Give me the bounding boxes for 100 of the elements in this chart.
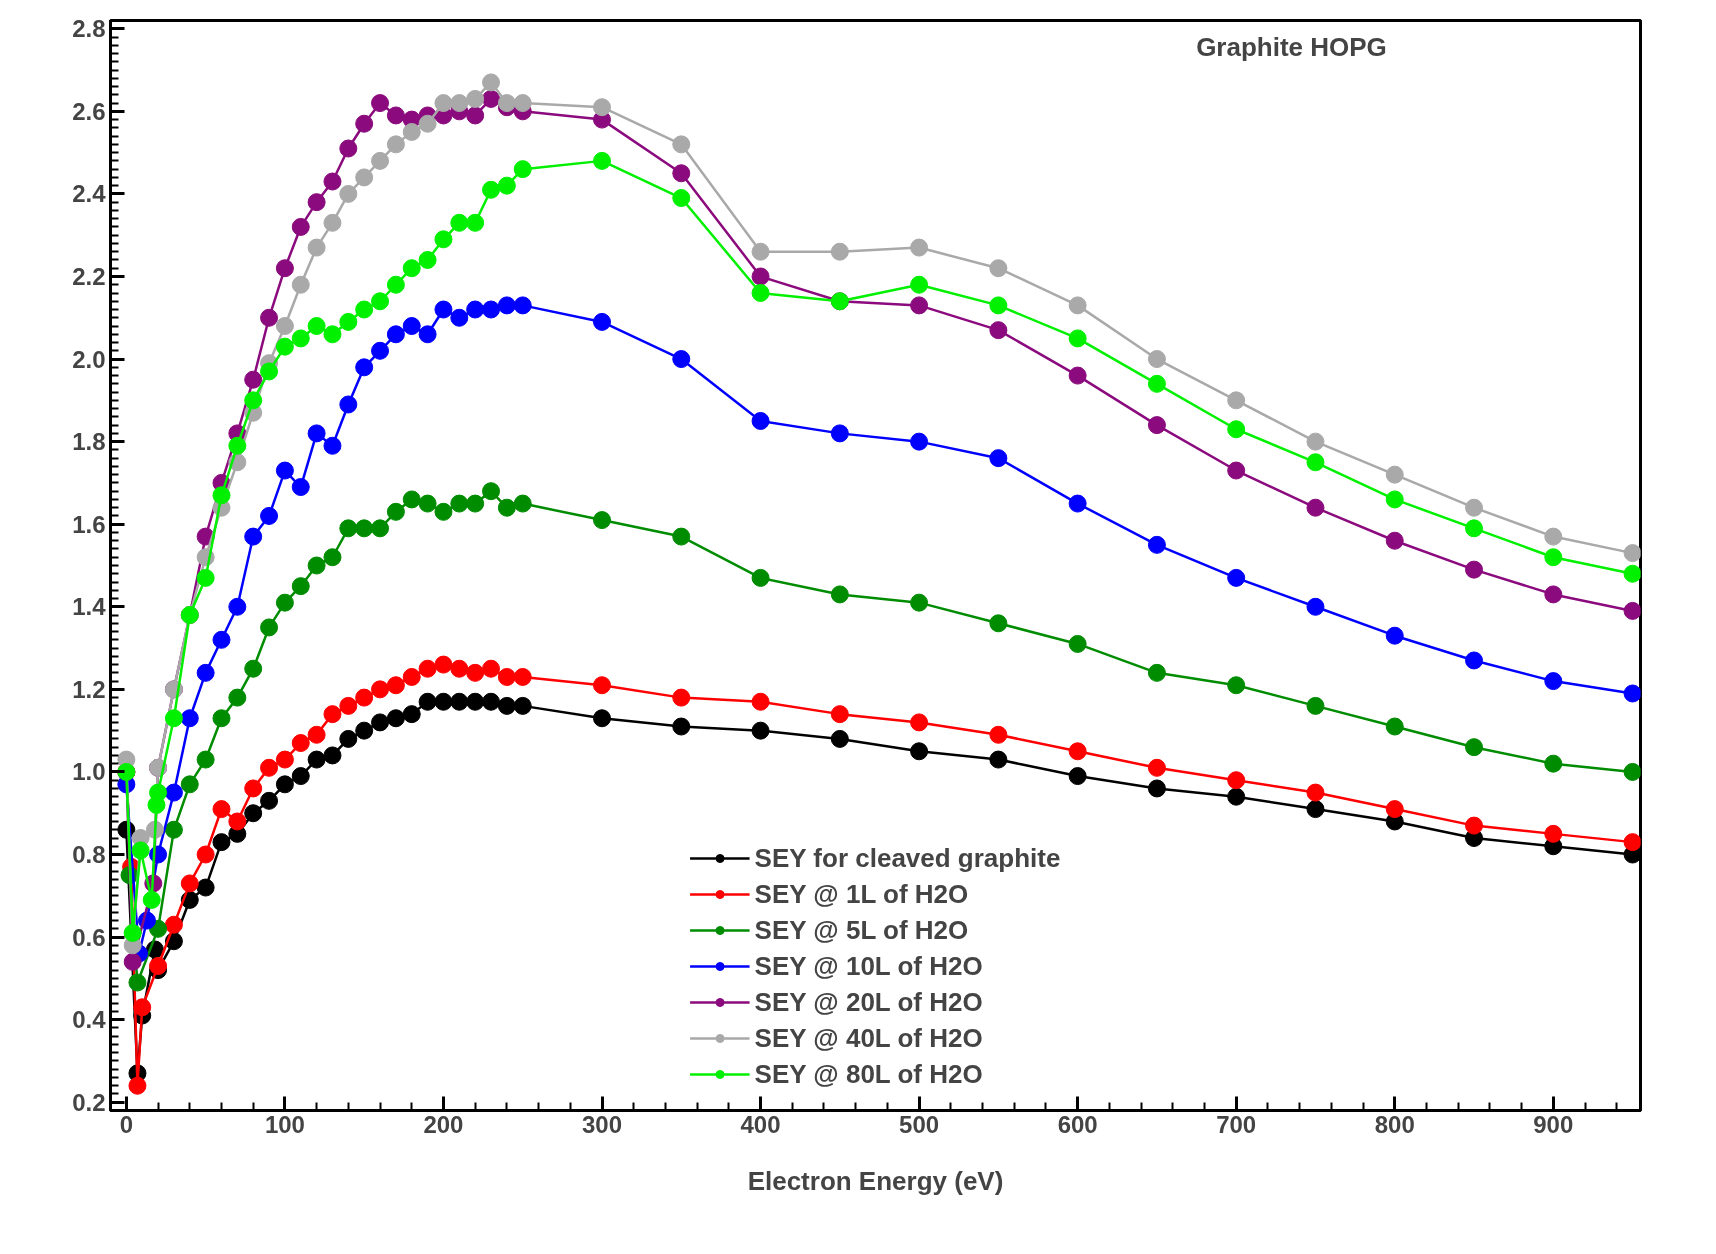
point bbox=[1068, 634, 1087, 653]
point bbox=[1306, 498, 1325, 517]
point bbox=[123, 923, 142, 942]
point bbox=[466, 89, 485, 108]
point bbox=[323, 172, 342, 191]
point bbox=[1227, 461, 1246, 480]
x-tick-label: 600 bbox=[1057, 1110, 1098, 1138]
point bbox=[1544, 527, 1563, 546]
point bbox=[1227, 676, 1246, 695]
point bbox=[244, 370, 263, 389]
point bbox=[830, 585, 849, 604]
point bbox=[672, 135, 691, 154]
point bbox=[291, 329, 310, 348]
x-tick-label: 0 bbox=[119, 1110, 134, 1138]
point bbox=[497, 696, 516, 715]
point bbox=[275, 259, 294, 278]
y-tick-label: 1.4 bbox=[72, 593, 107, 621]
point bbox=[1385, 800, 1404, 819]
point bbox=[466, 213, 485, 232]
point bbox=[434, 502, 453, 521]
point bbox=[371, 151, 390, 170]
point bbox=[180, 709, 199, 728]
point bbox=[672, 527, 691, 546]
point bbox=[228, 812, 247, 831]
point bbox=[1306, 783, 1325, 802]
point bbox=[1227, 771, 1246, 790]
point bbox=[164, 783, 183, 802]
point bbox=[402, 317, 421, 336]
point bbox=[244, 659, 263, 678]
point bbox=[1306, 453, 1325, 472]
point bbox=[1385, 717, 1404, 736]
point bbox=[1306, 432, 1325, 451]
point bbox=[418, 659, 437, 678]
point bbox=[1068, 329, 1087, 348]
point bbox=[1306, 696, 1325, 715]
point bbox=[371, 292, 390, 311]
point bbox=[513, 296, 532, 315]
point bbox=[593, 98, 611, 117]
point bbox=[1544, 672, 1563, 691]
point bbox=[307, 750, 326, 769]
point bbox=[450, 494, 469, 513]
y-tick-label: 1.0 bbox=[72, 758, 106, 786]
point bbox=[212, 630, 231, 649]
y-tick-label: 1.2 bbox=[72, 675, 106, 703]
legend-label: SEY @ 80L of H2O bbox=[754, 1058, 983, 1090]
point bbox=[593, 511, 611, 530]
point bbox=[1147, 416, 1166, 435]
point bbox=[1465, 560, 1484, 579]
point bbox=[1068, 494, 1087, 513]
x-axis-title: Electron Energy (eV) bbox=[747, 1165, 1004, 1196]
point bbox=[164, 709, 183, 728]
point bbox=[260, 618, 279, 637]
point bbox=[291, 734, 310, 753]
point bbox=[450, 308, 469, 327]
point bbox=[291, 478, 310, 497]
point bbox=[672, 350, 691, 369]
point bbox=[989, 449, 1008, 468]
point bbox=[830, 705, 849, 724]
point bbox=[339, 184, 358, 203]
point bbox=[275, 317, 294, 336]
point bbox=[434, 692, 453, 711]
point bbox=[244, 779, 263, 798]
point bbox=[371, 341, 390, 360]
legend-label: SEY @ 5L of H2O bbox=[754, 914, 969, 946]
point bbox=[386, 502, 405, 521]
point bbox=[228, 597, 247, 616]
point bbox=[1385, 465, 1404, 484]
point bbox=[180, 874, 199, 893]
y-tick-label: 1.6 bbox=[72, 510, 106, 538]
point bbox=[751, 568, 770, 587]
point bbox=[910, 432, 929, 451]
point bbox=[593, 312, 611, 331]
point bbox=[1147, 758, 1166, 777]
point bbox=[497, 296, 516, 315]
point bbox=[466, 494, 485, 513]
point bbox=[1623, 684, 1641, 703]
point bbox=[830, 424, 849, 443]
point bbox=[482, 89, 501, 108]
point bbox=[355, 721, 374, 740]
point bbox=[513, 160, 532, 179]
point bbox=[307, 424, 326, 443]
point bbox=[260, 308, 279, 327]
point bbox=[672, 688, 691, 707]
point bbox=[482, 180, 501, 199]
point bbox=[1623, 564, 1641, 583]
point bbox=[1465, 651, 1484, 670]
point bbox=[164, 915, 183, 934]
point bbox=[196, 878, 215, 897]
point bbox=[339, 696, 358, 715]
point bbox=[260, 362, 279, 381]
point bbox=[1227, 420, 1246, 439]
point bbox=[386, 275, 405, 294]
point bbox=[196, 568, 215, 587]
point bbox=[751, 692, 770, 711]
point bbox=[212, 800, 231, 819]
point bbox=[910, 296, 929, 315]
point bbox=[142, 890, 161, 909]
point bbox=[1068, 767, 1087, 786]
point bbox=[275, 337, 294, 356]
point bbox=[1147, 779, 1166, 798]
